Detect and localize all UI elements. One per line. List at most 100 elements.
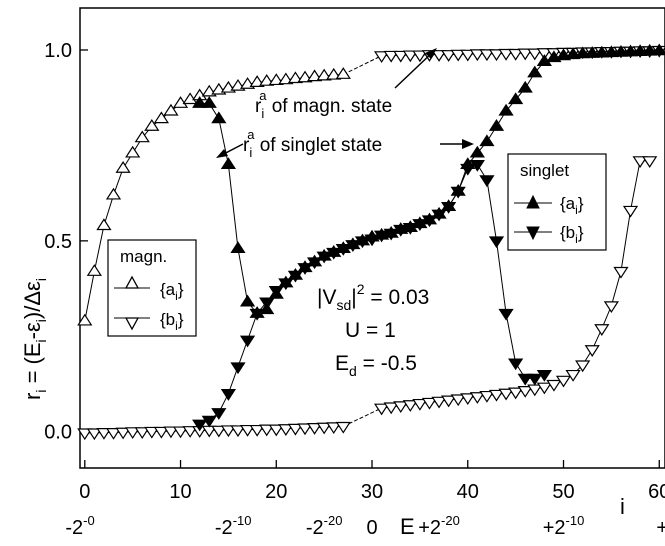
data-point (460, 49, 476, 62)
x-tick-label: 50 (552, 481, 574, 503)
annotation-singlet: ria of singlet state (216, 127, 474, 160)
data-point (622, 205, 639, 218)
series-markers (77, 43, 665, 441)
data-point (239, 424, 256, 437)
data-point (268, 424, 284, 437)
x-axis-ticks: 0 10 20 30 40 50 60 (79, 460, 665, 503)
data-point (326, 247, 342, 260)
data-point (220, 425, 237, 438)
data-point (517, 48, 533, 61)
data-point (287, 423, 304, 436)
energy-tick-label: +2-0 (656, 513, 665, 539)
data-point (125, 427, 141, 440)
legend-singlet: singlet {ai} {bi} (507, 153, 607, 251)
energy-tick-label: +2-10 (543, 513, 585, 539)
svg-text:ria of singlet state: ria of singlet state (243, 127, 382, 160)
data-point (441, 202, 457, 214)
data-point (498, 308, 514, 321)
data-point (622, 44, 639, 57)
data-point (469, 392, 485, 404)
data-point (546, 379, 562, 392)
data-point (354, 236, 371, 249)
data-point (364, 234, 380, 247)
x-tick-label: 10 (169, 481, 191, 503)
data-point (498, 103, 514, 116)
data-point (201, 415, 217, 428)
data-point (192, 96, 208, 108)
svg-text:|Vsd|2 = 0.03: |Vsd|2 = 0.03 (317, 281, 429, 313)
data-point (278, 424, 294, 436)
data-point (460, 163, 476, 176)
energy-tick-label: 0 (366, 517, 377, 539)
y-axis-ticks: 0.0 0.5 1.0 (44, 40, 88, 444)
data-point (488, 49, 505, 62)
data-point (642, 156, 658, 168)
data-point (268, 73, 284, 86)
data-point (642, 43, 658, 56)
data-point (584, 345, 600, 357)
data-point (555, 375, 572, 388)
data-point (230, 362, 246, 375)
data-point (603, 301, 619, 314)
data-point (431, 396, 447, 409)
data-point (469, 160, 485, 172)
data-point (153, 426, 169, 439)
data-point (393, 401, 409, 414)
data-point (134, 427, 150, 440)
data-point (536, 369, 552, 382)
data-point (373, 230, 390, 243)
data-point (517, 373, 533, 386)
data-point (479, 134, 495, 147)
data-point (163, 103, 179, 116)
data-point (211, 425, 227, 438)
svg-text:U = 1: U = 1 (345, 319, 396, 342)
parameters: |Vsd|2 = 0.03 U = 1 Ed = -0.5 (317, 281, 429, 379)
data-point (115, 161, 131, 173)
data-point (402, 400, 418, 412)
data-point (86, 428, 102, 441)
data-point (421, 215, 438, 228)
data-point (450, 186, 466, 199)
svg-text:{bi}: {bi} (560, 223, 584, 246)
data-point (287, 71, 304, 84)
data-point (565, 369, 581, 382)
data-point (105, 427, 122, 440)
data-point (450, 394, 466, 407)
data-point (335, 243, 351, 256)
data-point (479, 175, 495, 188)
data-point (278, 278, 294, 291)
x-axis-label: i (620, 494, 625, 519)
data-point (584, 46, 600, 58)
data-point (517, 80, 533, 93)
data-point (316, 422, 332, 435)
x-tick-label: 20 (265, 481, 287, 503)
data-point (393, 224, 409, 237)
data-point (479, 49, 495, 62)
data-point (335, 421, 351, 434)
data-point (268, 285, 284, 298)
data-point (86, 264, 102, 276)
data-point (632, 44, 648, 57)
svg-text:Ed = -0.5: Ed = -0.5 (335, 352, 417, 379)
data-point (527, 48, 543, 61)
data-point (287, 270, 304, 283)
data-point (259, 424, 275, 437)
data-point (594, 324, 610, 336)
data-point (163, 426, 179, 439)
data-point (527, 65, 543, 78)
data-point (297, 423, 313, 436)
data-point (536, 382, 552, 395)
energy-tick-label: -2-0 (65, 513, 94, 539)
data-point (230, 425, 246, 438)
data-point (460, 393, 476, 406)
data-point (613, 266, 629, 279)
data-point (134, 130, 150, 143)
data-point (508, 387, 524, 400)
data-point (192, 419, 208, 432)
data-point (230, 241, 246, 253)
secondary-x-axis-ticks: -2-0 -2-10 -2-20 0 +2-20 +2-10 +2-0 (65, 513, 665, 539)
data-point (402, 223, 418, 235)
data-point (536, 48, 552, 60)
energy-tick-label: -2-20 (306, 513, 343, 539)
